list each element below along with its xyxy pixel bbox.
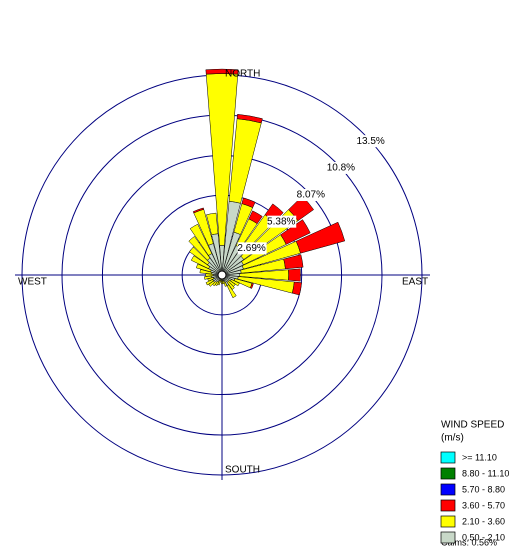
legend-title: WIND SPEED (441, 420, 504, 431)
petal-segment (221, 280, 223, 285)
petal-segment (230, 279, 240, 287)
legend-label: 0.50 - 2.10 (462, 532, 505, 542)
origin (217, 270, 227, 280)
legend-swatch (440, 467, 456, 480)
ring-label-bg (326, 161, 356, 174)
petal-segment (206, 212, 219, 236)
legend-swatch (440, 531, 456, 544)
ring-label: 10.8% (327, 163, 355, 174)
petal-segment (291, 281, 302, 296)
petal-segment (205, 273, 214, 277)
petal-segment (204, 275, 213, 280)
ring-label: 13.5% (356, 136, 384, 147)
legend-swatch (440, 499, 456, 512)
petal-segment (226, 284, 237, 299)
compass-label: NORTH (225, 69, 260, 80)
legend-swatch (440, 483, 456, 496)
petal-segment (192, 207, 205, 214)
petal-segment (288, 268, 301, 282)
petal-segment (248, 210, 263, 225)
ring-label: 8.07% (297, 190, 325, 201)
petal-segment (189, 246, 210, 266)
ring-label-bg (296, 189, 326, 202)
compass-label: WEST (18, 277, 47, 288)
legend-label: 2.10 - 3.60 (462, 516, 505, 526)
petal-segment (280, 219, 311, 245)
ring-label: 5.38% (267, 216, 295, 227)
petal-segment (226, 280, 235, 290)
petal-segment (295, 221, 346, 254)
petal-segment (195, 263, 212, 273)
compass-label: SOUTH (225, 465, 260, 476)
petal-segment (249, 283, 254, 289)
legend-unit: (m/s) (441, 433, 464, 444)
legend-label: >= 11.10 (462, 452, 497, 462)
legend-label: 8.80 - 11.10 (462, 468, 509, 478)
petal-segment (227, 279, 236, 287)
ring-label: 2.69% (237, 243, 265, 254)
ring-label-bg (356, 135, 386, 148)
petal-segment (189, 223, 213, 256)
legend-swatch (440, 515, 456, 528)
legend-swatch (440, 451, 456, 464)
petal-segment (188, 236, 211, 261)
calms-label: Calms: 0.56% (441, 537, 497, 547)
ring-label-bg (237, 242, 267, 255)
petal-segment (283, 254, 304, 270)
ring-label-bg (267, 215, 297, 228)
petal-segment (223, 281, 228, 287)
petal-segment (207, 277, 215, 282)
petal-segment (241, 197, 256, 208)
petal-segment (205, 279, 214, 286)
compass-label: EAST (402, 277, 428, 288)
legend-label: 5.70 - 8.80 (462, 484, 505, 494)
petal-segment (199, 269, 213, 275)
petal-segment (208, 280, 215, 287)
petal-segment (205, 68, 239, 75)
petal-segment (190, 255, 211, 269)
petal-segment (236, 113, 263, 124)
legend-label: 3.60 - 5.70 (462, 500, 505, 510)
